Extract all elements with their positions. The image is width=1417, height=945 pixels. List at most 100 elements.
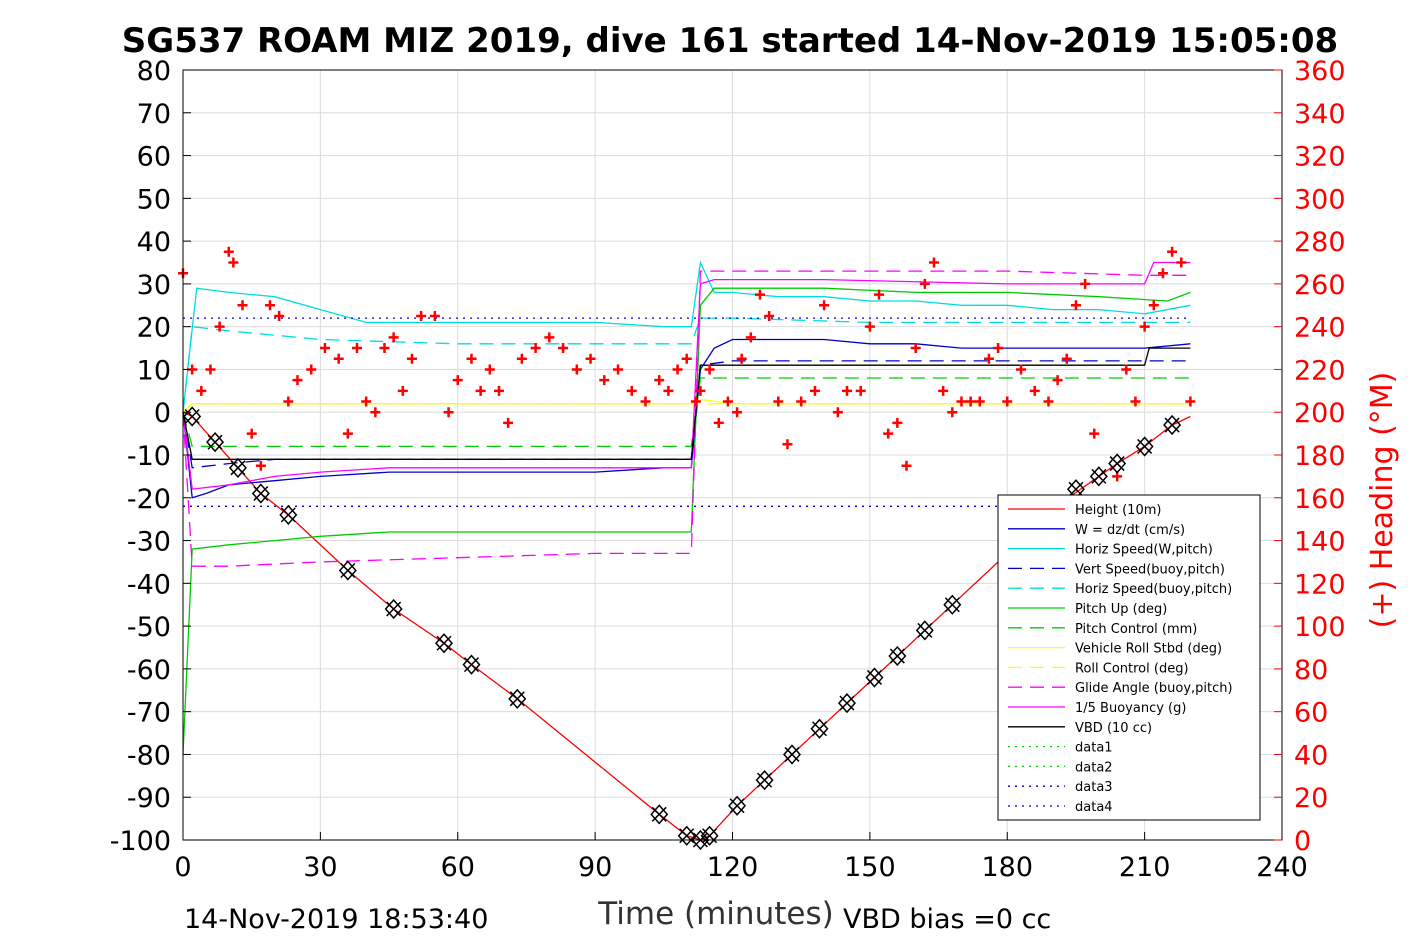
series-line-3 (182, 260, 1191, 413)
heading-point (901, 460, 912, 471)
heading-point (974, 396, 985, 407)
right-tick-label: 20 (1294, 783, 1328, 814)
heading-point (754, 289, 765, 300)
heading-point (732, 407, 743, 418)
x-tick-label: 0 (174, 852, 191, 883)
heading-point (956, 396, 967, 407)
heading-point (223, 246, 234, 257)
depth-marker (728, 795, 747, 816)
heading-layer (178, 246, 1196, 514)
right-axis: 3603403203002802602402202001801601401201… (1274, 56, 1346, 857)
right-tick-label: 220 (1294, 355, 1346, 386)
series-line-10 (182, 270, 1191, 567)
depth-marker (183, 406, 202, 427)
heading-point (214, 321, 225, 332)
legend-label: Roll Control (deg) (1075, 661, 1189, 676)
legend-label: Horiz Speed(buoy,pitch) (1075, 582, 1232, 597)
depth-marker (508, 688, 527, 709)
heading-point (681, 353, 692, 364)
right-tick-label: 200 (1294, 398, 1346, 429)
heading-point (736, 353, 747, 364)
legend-label: Horiz Speed(W,pitch) (1075, 543, 1213, 558)
heading-point (796, 396, 807, 407)
right-tick-label: 180 (1294, 441, 1346, 472)
series-line-6 (182, 287, 1191, 755)
legend-label: Glide Angle (buoy,pitch) (1075, 681, 1233, 696)
y-tick-label: -10 (127, 441, 171, 472)
heading-point (475, 385, 486, 396)
heading-point (1185, 396, 1196, 407)
heading-point (947, 407, 958, 418)
heading-point (722, 396, 733, 407)
legend-label: 1/5 Buoyancy (g) (1075, 701, 1186, 716)
depth-marker (915, 620, 934, 641)
x-tick-label: 30 (303, 852, 337, 883)
depth-marker (837, 692, 856, 714)
heading-point (283, 396, 294, 407)
heading-point (246, 428, 257, 439)
y-tick-label: 20 (137, 313, 171, 344)
y-tick-label: 40 (137, 227, 171, 258)
y-tick-label: 30 (137, 270, 171, 301)
right-tick-label: 260 (1294, 270, 1346, 301)
chart-title: SG537 ROAM MIZ 2019, dive 161 started 14… (122, 21, 1338, 61)
right-tick-label: 120 (1294, 569, 1346, 600)
legend: Height (10m) W = dz/dt (cm/s) Horiz Speed(… (997, 494, 1261, 821)
heading-point (832, 407, 843, 418)
depth-marker (462, 654, 481, 675)
right-tick-label: 80 (1294, 655, 1328, 686)
heading-point (663, 385, 674, 396)
heading-point (530, 343, 541, 354)
heading-point (1080, 278, 1091, 289)
heading-point (429, 310, 440, 321)
depth-marker (783, 744, 802, 765)
legend-label: data3 (1075, 780, 1113, 795)
heading-point (466, 353, 477, 364)
y-tick-label: -40 (127, 569, 171, 600)
legend-label: VBD (10 cc) (1075, 721, 1152, 736)
heading-point (406, 353, 417, 364)
heading-point (361, 396, 372, 407)
heading-point (585, 353, 596, 364)
heading-point (503, 417, 514, 428)
heading-point (1176, 257, 1187, 268)
heading-point (855, 385, 866, 396)
heading-point (983, 353, 994, 364)
y-tick-label: 50 (137, 184, 171, 215)
vbd-bias-footer: VBD bias =0 cc (843, 904, 1051, 935)
x-tick-label: 60 (441, 852, 475, 883)
heading-point (919, 278, 930, 289)
depth-marker (1108, 453, 1127, 474)
heading-point (558, 343, 569, 354)
heading-point (613, 364, 624, 375)
right-tick-label: 40 (1294, 740, 1328, 771)
legend-label: Pitch Up (deg) (1075, 602, 1167, 617)
series-line-9 (182, 403, 1191, 413)
heading-point (626, 385, 637, 396)
y-tick-label: -60 (127, 655, 171, 686)
depth-marker (228, 457, 247, 478)
heading-point (443, 407, 454, 418)
heading-point (654, 375, 665, 386)
y-tick-label: 70 (137, 99, 171, 130)
depth-marker (251, 483, 270, 504)
heading-point (819, 300, 830, 311)
heading-point (544, 332, 555, 343)
heading-point (196, 385, 207, 396)
depth-marker (279, 504, 298, 526)
heading-point (416, 310, 427, 321)
heading-point (1089, 428, 1100, 439)
x-tick-label: 90 (578, 852, 612, 883)
heading-point (713, 417, 724, 428)
heading-point (883, 428, 894, 439)
series-line-7 (182, 377, 1191, 448)
depth-marker (338, 560, 357, 581)
heading-point (370, 407, 381, 418)
heading-point (388, 332, 399, 343)
right-tick-label: 360 (1294, 56, 1346, 87)
heading-point (864, 321, 875, 332)
y-tick-label: -80 (127, 740, 171, 771)
y-tick-label: -90 (127, 783, 171, 814)
heading-point (265, 300, 276, 311)
